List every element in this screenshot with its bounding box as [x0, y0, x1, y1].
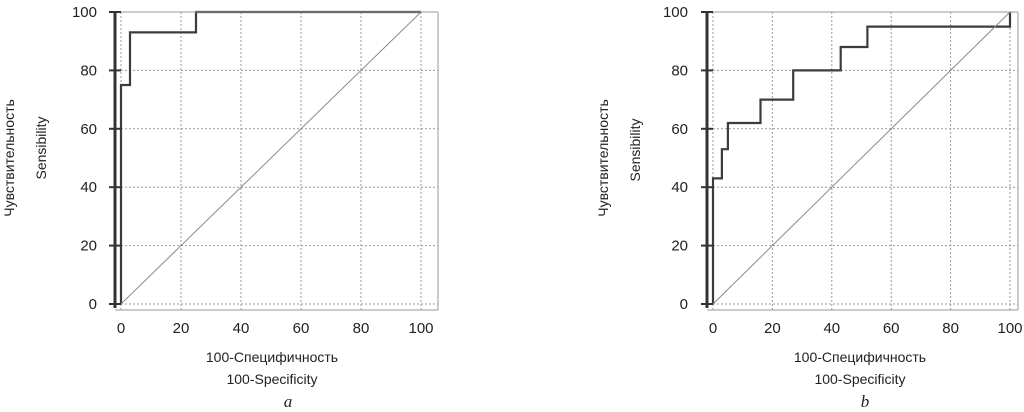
panel-a-label: a	[284, 392, 293, 411]
x-tick-label-80: 80	[942, 320, 959, 337]
panel-a-y-tick-labels: 0 20 40 60 80 100	[72, 4, 97, 313]
x-tick-label-80: 80	[353, 320, 370, 337]
roc-curve-line	[711, 12, 1012, 304]
y-tick-label-0: 0	[89, 296, 97, 313]
panel-a-x-tick-labels: 0 20 40 60 80 100	[117, 320, 434, 337]
panel-b-axes	[701, 11, 1019, 311]
x-tick-label-0: 0	[709, 320, 717, 337]
diagonal-reference-line	[120, 11, 422, 305]
y-tick-label-20: 20	[671, 238, 688, 255]
panel-b-x-tick-labels: 0 20 40 60 80 100	[709, 320, 1023, 337]
x-tick-label-40: 40	[823, 320, 840, 337]
y-tick-label-100: 100	[72, 4, 97, 21]
panel-b-ylabel-en: Sensibility	[627, 118, 643, 181]
y-tick-label-60: 60	[80, 121, 97, 138]
x-tick-label-60: 60	[293, 320, 310, 337]
diagonal-reference-line	[712, 11, 1011, 305]
panel-b-xlabel-ru: 100-Специфичность	[794, 349, 926, 365]
panel-b-ylabel-ru: Чувствительность	[595, 99, 611, 217]
panel-a-ylabel-ru: Чувствительность	[1, 99, 17, 217]
x-tick-label-40: 40	[233, 320, 250, 337]
panel-a-xlabel-ru: 100-Специфичность	[206, 349, 338, 365]
x-tick-label-100: 100	[408, 320, 433, 337]
x-tick-label-20: 20	[173, 320, 190, 337]
y-tick-label-60: 60	[671, 121, 688, 138]
panel-b-chart: 0 20 40 60 80 100 0 20 40 60 80 100 Чувствительнос…	[595, 4, 1023, 411]
x-tick-label-100: 100	[997, 320, 1022, 337]
x-tick-label-20: 20	[764, 320, 781, 337]
y-tick-label-40: 40	[80, 179, 97, 196]
y-tick-label-100: 100	[663, 4, 688, 21]
y-tick-label-20: 20	[80, 238, 97, 255]
y-tick-label-40: 40	[671, 179, 688, 196]
panel-a-axes	[109, 11, 439, 311]
panel-a-xlabel-en: 100-Specificity	[226, 371, 317, 387]
panel-b-label: b	[861, 392, 870, 411]
panel-b-marks	[711, 11, 1012, 305]
panel-b-grid	[712, 11, 1018, 310]
panel-a-grid	[120, 11, 438, 310]
y-tick-label-80: 80	[671, 62, 688, 79]
panel-a-chart: 0 20 40 60 80 100 0 20 40 60 80 100 Чувствительнос…	[1, 4, 439, 411]
panel-a-ylabel-en: Sensibility	[33, 116, 49, 179]
x-tick-label-0: 0	[117, 320, 125, 337]
panel-a-marks	[119, 10, 422, 305]
x-tick-label-60: 60	[883, 320, 900, 337]
y-tick-label-0: 0	[680, 296, 688, 313]
panel-b-xlabel-en: 100-Specificity	[814, 371, 905, 387]
panel-b-y-tick-labels: 0 20 40 60 80 100	[663, 4, 688, 313]
y-tick-label-80: 80	[80, 62, 97, 79]
